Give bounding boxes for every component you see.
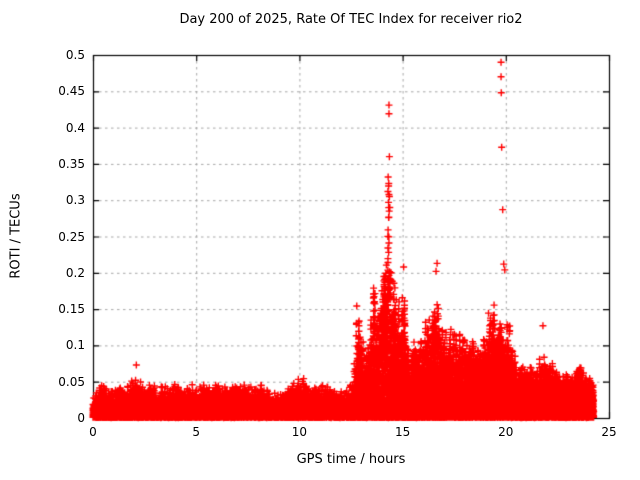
x-tick-label: 0 [89,425,97,439]
y-tick-label: 0.2 [65,265,85,280]
x-tick-label: 10 [291,425,308,439]
x-tick-label: 25 [601,425,617,439]
y-tick-label: 0.3 [65,193,85,208]
y-tick-label: 0.45 [58,84,85,99]
x-tick-label: 15 [394,425,411,439]
x-axis-title: GPS time / hours [296,452,406,467]
y-tick-label: 0.35 [58,156,85,171]
chart-title: Day 200 of 2025, Rate Of TEC Index for r… [179,12,523,27]
y-tick-label: 0.15 [58,302,85,317]
x-tick-label: 20 [498,425,514,439]
y-tick-label: 0.5 [65,48,85,62]
y-tick-label: 0.1 [65,338,85,353]
x-tick-label: 5 [192,425,200,439]
y-tick-label: 0.4 [65,120,85,135]
y-tick-label: 0.25 [58,229,85,244]
y-tick-label: 0.05 [58,374,85,389]
y-tick-label: 0 [77,411,85,425]
